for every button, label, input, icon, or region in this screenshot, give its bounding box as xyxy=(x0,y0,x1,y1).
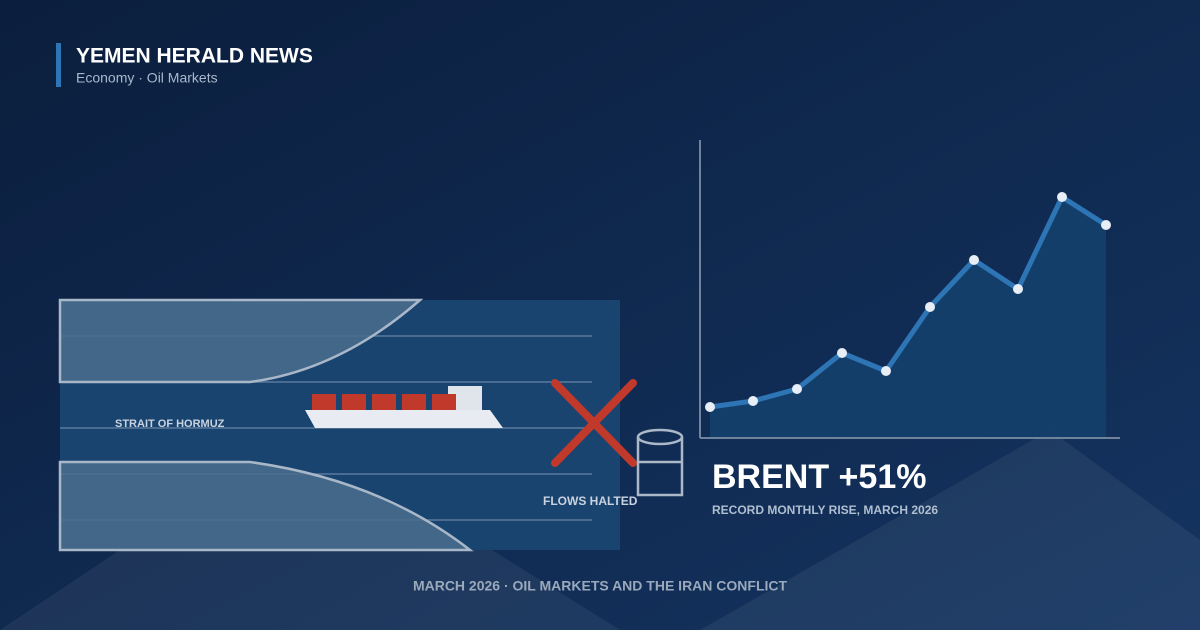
container xyxy=(342,394,366,410)
point xyxy=(1013,284,1023,294)
container xyxy=(402,394,426,410)
area xyxy=(710,197,1106,438)
decor-triangle xyxy=(700,430,1200,630)
tanker xyxy=(305,386,503,428)
point xyxy=(792,384,802,394)
point xyxy=(1057,192,1067,202)
oil-barrel xyxy=(636,428,684,497)
price-illustration xyxy=(699,140,1120,439)
trend-line xyxy=(709,194,1108,410)
headline-caption: RECORD MONTHLY RISE, MARCH 2026 xyxy=(712,503,938,517)
point xyxy=(925,302,935,312)
point xyxy=(748,396,758,406)
container xyxy=(312,394,336,410)
barrel-top xyxy=(636,428,684,446)
flow-label: FLOWS HALTED xyxy=(543,494,638,508)
land xyxy=(58,298,424,384)
site-title: YEMEN HERALD NEWS xyxy=(76,45,313,68)
strait-map: STRAIT OF HORMUZ xyxy=(58,298,620,552)
halt-mark xyxy=(551,379,637,467)
container xyxy=(372,394,396,410)
point xyxy=(1101,220,1111,230)
strait-label: STRAIT OF HORMUZ xyxy=(115,418,225,430)
point xyxy=(969,255,979,265)
footer: MARCH 2026 · OIL MARKETS AND THE IRAN CO… xyxy=(413,578,788,594)
point xyxy=(705,402,715,412)
section-label: Economy · Oil Markets xyxy=(76,70,218,86)
point xyxy=(837,348,847,358)
cross-stroke xyxy=(551,379,637,467)
barrel-body xyxy=(636,437,684,497)
headline: BRENT +51% xyxy=(712,458,926,496)
land xyxy=(58,460,474,552)
container xyxy=(432,394,456,410)
point xyxy=(881,366,891,376)
accent-bar xyxy=(56,43,61,87)
hull xyxy=(305,410,503,428)
